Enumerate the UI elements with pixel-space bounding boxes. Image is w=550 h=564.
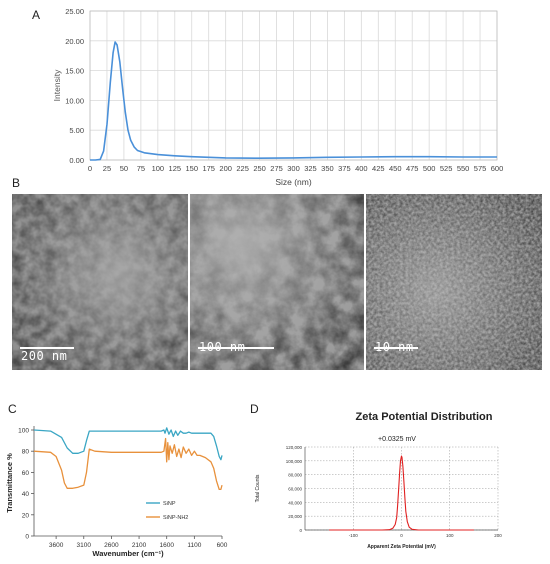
y-tick-label: 0 (25, 534, 29, 541)
ftir-line-sinp-nh2 (33, 437, 223, 491)
zeta-distribution-line (329, 455, 474, 531)
y-tick-label: 80 (22, 449, 30, 456)
x-tick-label: 0 (400, 533, 403, 538)
panel-label-a: A (32, 8, 41, 22)
x-tick-label: 1100 (187, 542, 201, 549)
panel-label-b: B (12, 176, 21, 190)
x-tick-label: 3600 (49, 542, 64, 549)
ftir-line-sinp (33, 427, 223, 461)
x-axis-label: Size (nm) (275, 177, 312, 187)
x-tick-label: 475 (406, 164, 419, 173)
y-tick-label: 60,000 (288, 487, 302, 492)
tem-texture (190, 194, 364, 370)
x-tick-label: 200 (219, 164, 232, 173)
x-tick-label: 100 (152, 164, 165, 173)
x-tick-label: 75 (137, 164, 145, 173)
y-tick-label: 80,000 (288, 473, 302, 478)
panel-label-c: C (8, 402, 17, 416)
x-axis-label: Apparent Zeta Potential (mV) (367, 544, 436, 550)
y-tick-label: 15.00 (65, 67, 84, 76)
x-tick-label: 25 (103, 164, 111, 173)
x-tick-label: 175 (202, 164, 215, 173)
scale-bar (198, 347, 274, 349)
x-tick-label: 325 (304, 164, 317, 173)
x-tick-label: 200 (494, 533, 502, 538)
x-tick-label: 550 (457, 164, 470, 173)
legend-label: SiNP (163, 501, 176, 507)
tem-image-200nm: 200 nm (12, 194, 188, 370)
x-tick-label: 2100 (132, 542, 147, 549)
x-axis-label: Wavenumber (cm⁻¹) (92, 549, 164, 558)
x-tick-label: 100 (446, 533, 454, 538)
y-axis-label: Total Counts (255, 474, 261, 502)
y-tick-label: 60 (22, 470, 30, 477)
y-axis-label: Transmittance % (5, 453, 14, 513)
y-tick-label: 40,000 (288, 500, 302, 505)
x-tick-label: 350 (321, 164, 334, 173)
tem-texture (12, 194, 188, 370)
x-tick-label: 150 (185, 164, 198, 173)
x-tick-label: 50 (120, 164, 128, 173)
x-tick-label: 250 (253, 164, 266, 173)
y-tick-label: 0.00 (69, 156, 84, 165)
y-tick-label: 20,000 (288, 514, 302, 519)
chart-title: Zeta Potential Distribution (356, 411, 493, 423)
x-tick-label: 600 (217, 542, 228, 549)
x-tick-label: 525 (440, 164, 453, 173)
plot-frame (89, 10, 498, 161)
y-tick-label: 100 (18, 428, 29, 435)
y-tick-label: 120,000 (286, 445, 303, 450)
x-tick-label: 425 (372, 164, 385, 173)
tem-image-100nm: 100 nm (190, 194, 364, 370)
x-tick-label: 500 (423, 164, 436, 173)
y-tick-label: 20.00 (65, 37, 84, 46)
x-tick-label: 125 (169, 164, 182, 173)
x-tick-label: 0 (88, 164, 92, 173)
size-distribution-chart: 0 25 50 75 100 125 150 175 200 225 250 275 300 325 350… (52, 7, 504, 187)
y-tick-label: 40 (22, 491, 30, 498)
y-tick-label: 100,000 (286, 459, 303, 464)
y-axis-label: Intensity (52, 69, 62, 101)
x-tick-label: 575 (474, 164, 487, 173)
y-tick-label: 0 (299, 528, 302, 533)
y-tick-label: 10.00 (65, 96, 84, 105)
tem-texture (366, 194, 542, 370)
zeta-annotation: +0.0325 mV (378, 436, 416, 443)
x-tick-label: 450 (389, 164, 402, 173)
y-tick-label: 25.00 (65, 7, 84, 16)
legend-label: SiNP-NH2 (163, 515, 188, 521)
scale-label: 10 nm (375, 340, 414, 354)
x-tick-label: 1600 (159, 542, 174, 549)
x-tick-label: 375 (338, 164, 351, 173)
x-tick-label: 275 (270, 164, 283, 173)
x-tick-label: 2600 (104, 542, 119, 549)
x-tick-label: 300 (287, 164, 300, 173)
x-tick-label: 225 (236, 164, 249, 173)
panel-label-d: D (250, 402, 259, 416)
x-tick-label: 600 (491, 164, 504, 173)
tem-image-10nm: 10 nm (366, 194, 542, 370)
x-tick-label: 3100 (77, 542, 92, 549)
scale-label: 100 nm (199, 340, 246, 354)
x-tick-label: -100 (349, 533, 359, 538)
scale-bar (374, 347, 418, 349)
scale-bar (20, 347, 74, 349)
x-tick-label: 400 (355, 164, 368, 173)
y-tick-label: 20 (22, 512, 30, 519)
scale-label: 200 nm (21, 349, 68, 363)
y-tick-label: 5.00 (69, 126, 84, 135)
size-distribution-line (90, 41, 497, 161)
